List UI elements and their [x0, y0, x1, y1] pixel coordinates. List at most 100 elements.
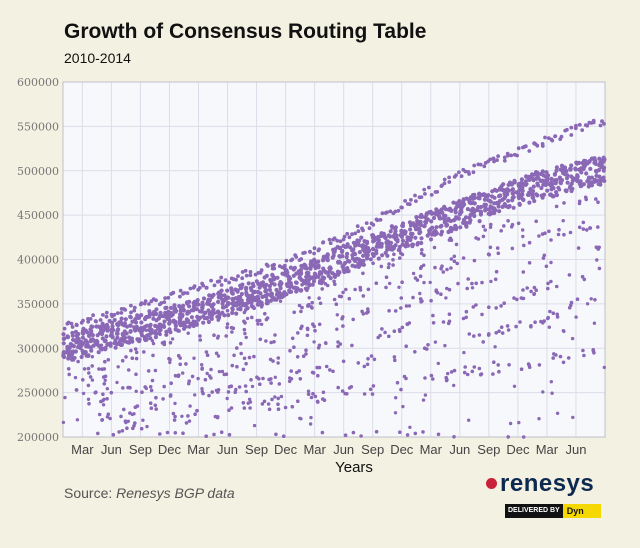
- secondary-band-point: [539, 319, 543, 324]
- main-trend-point: [161, 323, 166, 328]
- secondary-band-point: [100, 367, 104, 372]
- main-trend-point: [414, 215, 419, 220]
- main-trend-point: [443, 213, 448, 218]
- upper-envelope-point: [163, 296, 168, 300]
- upper-envelope-point: [86, 319, 91, 324]
- main-trend-point: [586, 175, 592, 180]
- secondary-band-point: [554, 353, 558, 357]
- secondary-band-point: [139, 426, 144, 431]
- floor-point: [413, 431, 418, 436]
- outlier-point: [151, 341, 156, 346]
- secondary-band-point: [267, 377, 271, 382]
- secondary-band-point: [122, 407, 126, 412]
- main-trend-point: [482, 197, 487, 202]
- secondary-band-point: [368, 387, 373, 392]
- secondary-band-point: [581, 227, 586, 231]
- secondary-band-point: [461, 316, 466, 321]
- secondary-band-point: [584, 197, 588, 202]
- main-trend-point: [540, 169, 545, 174]
- secondary-band-point: [255, 299, 259, 303]
- main-trend-point: [240, 282, 245, 287]
- upper-envelope-point: [393, 209, 398, 214]
- main-trend-point: [434, 225, 439, 230]
- floor-point: [452, 435, 456, 439]
- upper-envelope-point: [356, 229, 361, 234]
- secondary-band-point: [441, 270, 446, 274]
- main-trend-point: [235, 288, 240, 293]
- outlier-point: [462, 350, 466, 355]
- secondary-band-point: [317, 296, 321, 301]
- outlier-point: [247, 397, 252, 401]
- main-trend-point: [154, 307, 159, 312]
- main-trend-point: [331, 253, 336, 258]
- upper-envelope-point: [378, 218, 383, 222]
- outlier-point: [537, 417, 541, 421]
- upper-envelope-point: [457, 170, 461, 175]
- outlier-point: [508, 421, 513, 426]
- main-trend-point: [354, 256, 359, 261]
- outlier-point: [394, 396, 398, 400]
- secondary-band-point: [250, 315, 254, 320]
- secondary-band-point: [486, 252, 491, 256]
- main-trend-point: [417, 228, 422, 233]
- secondary-band-point: [391, 258, 395, 262]
- secondary-band-point: [452, 368, 457, 373]
- secondary-band-point: [177, 329, 181, 333]
- main-trend-point: [311, 275, 316, 280]
- upper-envelope-point: [219, 283, 224, 287]
- secondary-band-point: [186, 414, 190, 418]
- main-trend-point: [110, 324, 115, 329]
- upper-envelope-point: [101, 313, 105, 317]
- secondary-band-point: [131, 426, 135, 431]
- main-trend-point: [464, 220, 469, 225]
- main-trend-point: [370, 233, 376, 238]
- main-trend-point: [139, 313, 144, 318]
- outlier-point: [252, 423, 257, 428]
- main-trend-point: [365, 253, 370, 258]
- secondary-band-point: [105, 415, 110, 419]
- secondary-band-point: [462, 370, 467, 375]
- main-trend-point: [458, 211, 463, 216]
- main-trend-point: [602, 165, 607, 170]
- main-trend-point: [472, 192, 477, 197]
- upper-envelope-point: [112, 312, 117, 317]
- outlier-point: [550, 391, 554, 395]
- secondary-band-point: [298, 377, 303, 381]
- secondary-band-point: [193, 412, 197, 417]
- main-trend-point: [538, 178, 544, 183]
- secondary-band-point: [307, 281, 311, 286]
- main-trend-point: [294, 280, 299, 285]
- secondary-band-point: [317, 343, 322, 348]
- secondary-band-point: [384, 285, 388, 290]
- delivered-by-badge: DELIVERED BY Dyn: [505, 504, 601, 518]
- secondary-band-point: [393, 309, 398, 313]
- main-trend-point: [357, 238, 362, 243]
- main-trend-point: [340, 264, 345, 269]
- secondary-band-point: [361, 271, 365, 276]
- main-trend-point: [532, 198, 537, 204]
- upper-envelope-point: [272, 262, 276, 267]
- secondary-band-point: [126, 368, 131, 372]
- secondary-band-point: [479, 372, 484, 376]
- secondary-band-point: [140, 390, 144, 395]
- outlier-point: [443, 343, 447, 348]
- main-trend-point: [157, 314, 162, 319]
- secondary-band-point: [310, 370, 315, 375]
- secondary-band-point: [549, 238, 553, 242]
- main-trend-point: [238, 295, 243, 300]
- main-trend-point: [336, 272, 341, 277]
- main-trend-point: [153, 335, 158, 340]
- main-trend-point: [180, 312, 185, 318]
- secondary-band-point: [277, 290, 281, 294]
- main-trend-point: [244, 287, 249, 292]
- main-trend-point: [586, 184, 591, 189]
- floor-point: [359, 434, 363, 438]
- secondary-band-point: [426, 343, 430, 347]
- main-trend-point: [554, 168, 559, 173]
- secondary-band-point: [522, 243, 526, 248]
- main-trend-point: [153, 311, 158, 316]
- upper-envelope-point: [123, 308, 128, 312]
- secondary-band-point: [204, 350, 209, 354]
- secondary-band-point: [445, 267, 449, 272]
- secondary-band-point: [296, 399, 300, 404]
